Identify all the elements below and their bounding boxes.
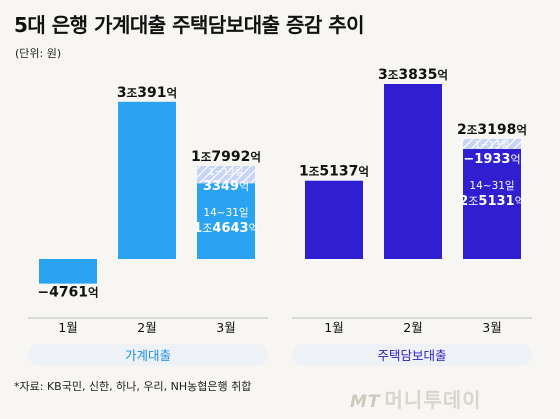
- logo-mark: MT: [350, 392, 381, 412]
- group-pill-1: [292, 344, 532, 366]
- bar-1-0: [305, 180, 363, 259]
- value-label-1-1: 3조3835억: [378, 67, 448, 83]
- bar-0-2-early: [197, 165, 255, 184]
- bar-1-2-late: [463, 139, 521, 259]
- value-label-0-0: −4761억: [37, 285, 98, 301]
- month-label-1-1: 2월: [403, 320, 422, 335]
- early-period-label-1: 1~13일: [475, 140, 510, 151]
- unit-label: (단위: 원): [15, 47, 62, 60]
- month-label-1-2: 3월: [482, 320, 501, 335]
- month-label-0-0: 1월: [58, 320, 77, 335]
- group-label-1: 주택담보대출: [377, 348, 446, 363]
- month-label-0-2: 3월: [216, 320, 235, 335]
- value-label-0-1: 3조391억: [117, 85, 177, 101]
- logo: MT 머니투데이: [350, 384, 482, 413]
- value-label-1-0: 1조5137억: [299, 164, 369, 180]
- bar-0-1: [118, 101, 176, 259]
- value-label-1-2: 2조3198억: [457, 122, 527, 138]
- group-pill-0: [28, 344, 268, 366]
- late-period-label-0: 14~31일: [203, 206, 248, 219]
- source-note: *자료: KB국민, 신한, 하나, 우리, NH농협은행 취합: [14, 380, 252, 393]
- bar-1-1: [384, 84, 442, 259]
- early-value-label-0: 3349억: [203, 179, 249, 194]
- late-period-label-1: 14~31일: [469, 179, 514, 192]
- late-value-label-0: 1조4643억: [193, 221, 258, 236]
- month-label-0-1: 2월: [137, 320, 156, 335]
- bar-0-2-late: [197, 183, 255, 259]
- chart-title: 5대 은행 가계대출 주택담보대출 증감 추이: [14, 13, 365, 37]
- late-value-label-1: 2조5131억: [459, 194, 524, 209]
- group-label-0: 가계대출: [125, 348, 171, 363]
- early-period-label-0: 1~13일: [209, 167, 244, 178]
- bar-0-0: [39, 259, 97, 284]
- month-label-1-0: 1월: [324, 320, 343, 335]
- logo-text: 머니투데이: [384, 388, 482, 412]
- early-value-label-1: −1933억: [463, 152, 520, 167]
- bar-1-2-early: [463, 139, 521, 150]
- value-label-0-2: 1조7992억: [191, 149, 261, 165]
